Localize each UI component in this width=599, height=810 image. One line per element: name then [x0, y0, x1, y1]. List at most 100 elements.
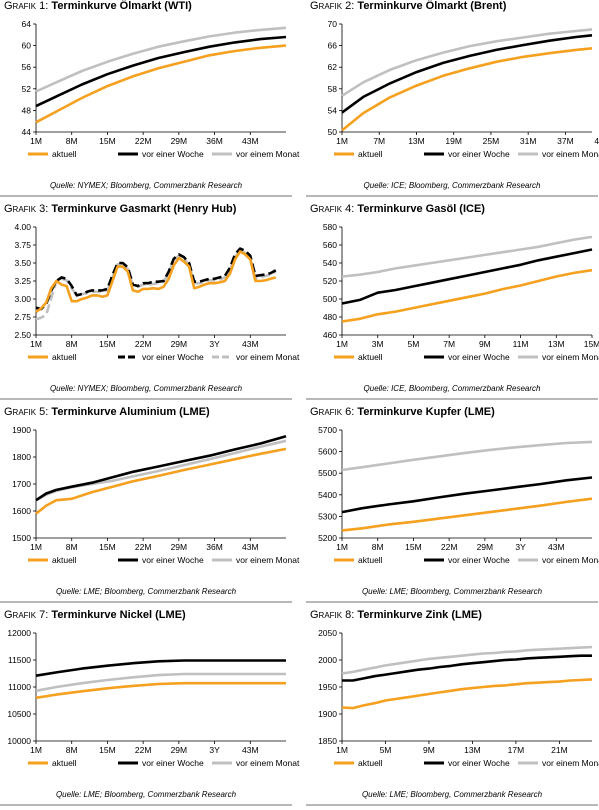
x-tick-label: 15M: [405, 542, 422, 552]
series-line-aktuell: [35, 447, 287, 515]
x-tick-label: 22M: [135, 136, 152, 146]
chart-title: Grafik 3: Terminkurve Gasmarkt (Henry Hu…: [4, 203, 236, 215]
y-tick-label: 62: [328, 62, 338, 72]
chart-number: Grafik 3:: [4, 203, 49, 215]
chart-panel: Grafik 8: Terminkurve Zink (LME) 1850 1900…: [306, 609, 599, 809]
x-tick-label: 8M: [66, 136, 78, 146]
source-note: Quelle: NYMEX; Bloomberg, Commerzbank Re…: [49, 181, 243, 190]
chart-panel: Grafik 6: Terminkurve Kupfer (LME) 5200 53…: [306, 406, 599, 606]
series-line-vor-einer-woche: [35, 434, 287, 502]
y-tick-label: 54: [328, 105, 338, 115]
series-line-vor-einem-monat: [341, 28, 593, 97]
y-tick-label: 3.25: [14, 276, 31, 286]
chart-panel: Grafik 4: Terminkurve Gasöl (ICE) 460 480 5…: [306, 203, 599, 403]
y-tick-label: 52: [22, 84, 32, 94]
series-line-vor-einem-monat: [35, 672, 286, 693]
legend-label: vor einem Monat: [542, 352, 599, 362]
x-tick-label: 7M: [443, 339, 455, 349]
chart-title: Grafik 1: Terminkurve Ölmarkt (WTI): [4, 0, 192, 12]
legend-label: aktuell: [52, 352, 77, 362]
x-tick-label: 1M: [336, 339, 348, 349]
x-tick-label: 1M: [336, 542, 348, 552]
x-tick-label: 13M: [548, 339, 565, 349]
x-tick-label: 43M: [242, 339, 259, 349]
x-tick-label: 25M: [483, 136, 500, 146]
y-tick-label: 2000: [318, 655, 337, 665]
x-tick-label: 7M: [373, 136, 385, 146]
chart-title: Grafik 4: Terminkurve Gasöl (ICE): [310, 203, 485, 215]
series-line-aktuell: [341, 678, 593, 710]
legend-label: vor einer Woche: [448, 149, 510, 159]
x-tick-label: 1M: [30, 542, 42, 552]
line-chart: 5200 5300 5400 5500 5600 5700 1M 8M 15M 22M 29M 3Y 4…: [318, 425, 599, 565]
y-tick-label: 60: [22, 41, 32, 51]
chart-title-text: Terminkurve Nickel (LME): [48, 609, 186, 621]
y-tick-label: 44: [22, 127, 32, 137]
chart-number: Grafik 8:: [310, 609, 355, 621]
y-tick-label: 5300: [318, 511, 337, 521]
legend-label: vor einer Woche: [142, 149, 204, 159]
line-chart: 44 48 52 56 60 64 1M 8M 15M 22M 29M 36M 43M aktuell vo…: [22, 19, 300, 159]
chart-title-text: Terminkurve Gasöl (ICE): [354, 203, 485, 215]
legend-label: vor einem Monat: [236, 352, 300, 362]
y-tick-label: 3.50: [14, 258, 31, 268]
y-tick-label: 5700: [318, 425, 337, 435]
line-chart: 10000 10500 11000 11500 12000 1M 8M 15M 22M 29M 3Y…: [7, 628, 300, 768]
y-tick-label: 3.75: [14, 240, 31, 250]
x-tick-label: 15M: [99, 542, 116, 552]
x-tick-label: 43M: [242, 136, 259, 146]
chart-title: Grafik 6: Terminkurve Kupfer (LME): [310, 406, 495, 418]
y-tick-label: 1500: [12, 533, 31, 543]
x-tick-label: 29M: [171, 745, 188, 755]
y-tick-label: 1850: [318, 736, 337, 746]
series-line-vor-einer-woche: [341, 34, 593, 114]
series-line-aktuell: [341, 497, 593, 532]
legend-label: vor einem Monat: [236, 149, 300, 159]
chart-title: Grafik 7: Terminkurve Nickel (LME): [4, 609, 186, 621]
chart-panel: Grafik 5: Terminkurve Aluminium (LME) 150…: [0, 406, 300, 606]
y-tick-label: 2.75: [14, 312, 31, 322]
y-tick-label: 5200: [318, 533, 337, 543]
section-divider: [0, 804, 292, 806]
series-line-vor-einer-woche: [341, 476, 593, 514]
chart-title: Grafik 5: Terminkurve Aluminium (LME): [4, 406, 210, 418]
chart-title-text: Terminkurve Gasmarkt (Henry Hub): [48, 203, 237, 215]
y-tick-label: 10000: [7, 736, 31, 746]
x-tick-label: 3Y: [515, 542, 526, 552]
x-tick-label: 22M: [135, 339, 152, 349]
section-divider: [0, 398, 292, 400]
x-tick-label: 11M: [513, 339, 529, 349]
legend-label: aktuell: [52, 555, 77, 565]
source-note: Quelle: LME; Bloomberg, Commerzbank Rese…: [55, 790, 237, 799]
y-tick-label: 5500: [318, 468, 337, 478]
series-line-aktuell: [35, 250, 277, 314]
x-tick-label: 43M: [548, 542, 565, 552]
chart-panel: Grafik 1: Terminkurve Ölmarkt (WTI) 44 48 5…: [0, 0, 300, 200]
line-chart: 1850 1900 1950 2000 2050 1M 5M 9M 13M 17M 21M aktue…: [318, 628, 599, 768]
legend-label: aktuell: [52, 758, 77, 768]
source-note: Quelle: LME; Bloomberg, Commerzbank Rese…: [55, 587, 237, 596]
y-tick-label: 1900: [12, 425, 31, 435]
y-tick-label: 56: [22, 62, 32, 72]
x-tick-label: 15M: [99, 136, 116, 146]
x-tick-label: 37M: [557, 136, 574, 146]
legend-label: aktuell: [52, 149, 77, 159]
y-tick-label: 580: [323, 222, 337, 232]
y-tick-label: 11000: [8, 682, 31, 692]
axis-frame: [35, 633, 286, 742]
legend-label: vor einer Woche: [448, 758, 510, 768]
x-tick-label: 29M: [171, 136, 188, 146]
x-tick-label: 19M: [445, 136, 462, 146]
line-chart: 50 54 58 62 66 70 1M 7M 13M 19M 25M 31M 37M 43M aktuel…: [328, 19, 599, 159]
source-note: Quelle: ICE; Bloomberg, Commerzbank Rese…: [363, 181, 541, 190]
line-chart: 460 480 500 520 540 560 580 1M 3M 5M 7M 9M 11M 13M 15M…: [323, 222, 599, 362]
legend-label: vor einem Monat: [236, 555, 300, 565]
legend-label: vor einem Monat: [542, 758, 599, 768]
x-tick-label: 29M: [171, 542, 188, 552]
y-tick-label: 1600: [12, 506, 31, 516]
section-divider: [306, 804, 598, 806]
series-line-vor-einer-woche: [35, 659, 286, 677]
x-tick-label: 9M: [423, 745, 435, 755]
x-tick-label: 3Y: [209, 745, 220, 755]
line-chart: 1500 1600 1700 1800 1900 1M 8M 15M 22M 29M 36M 43M a…: [12, 425, 300, 565]
